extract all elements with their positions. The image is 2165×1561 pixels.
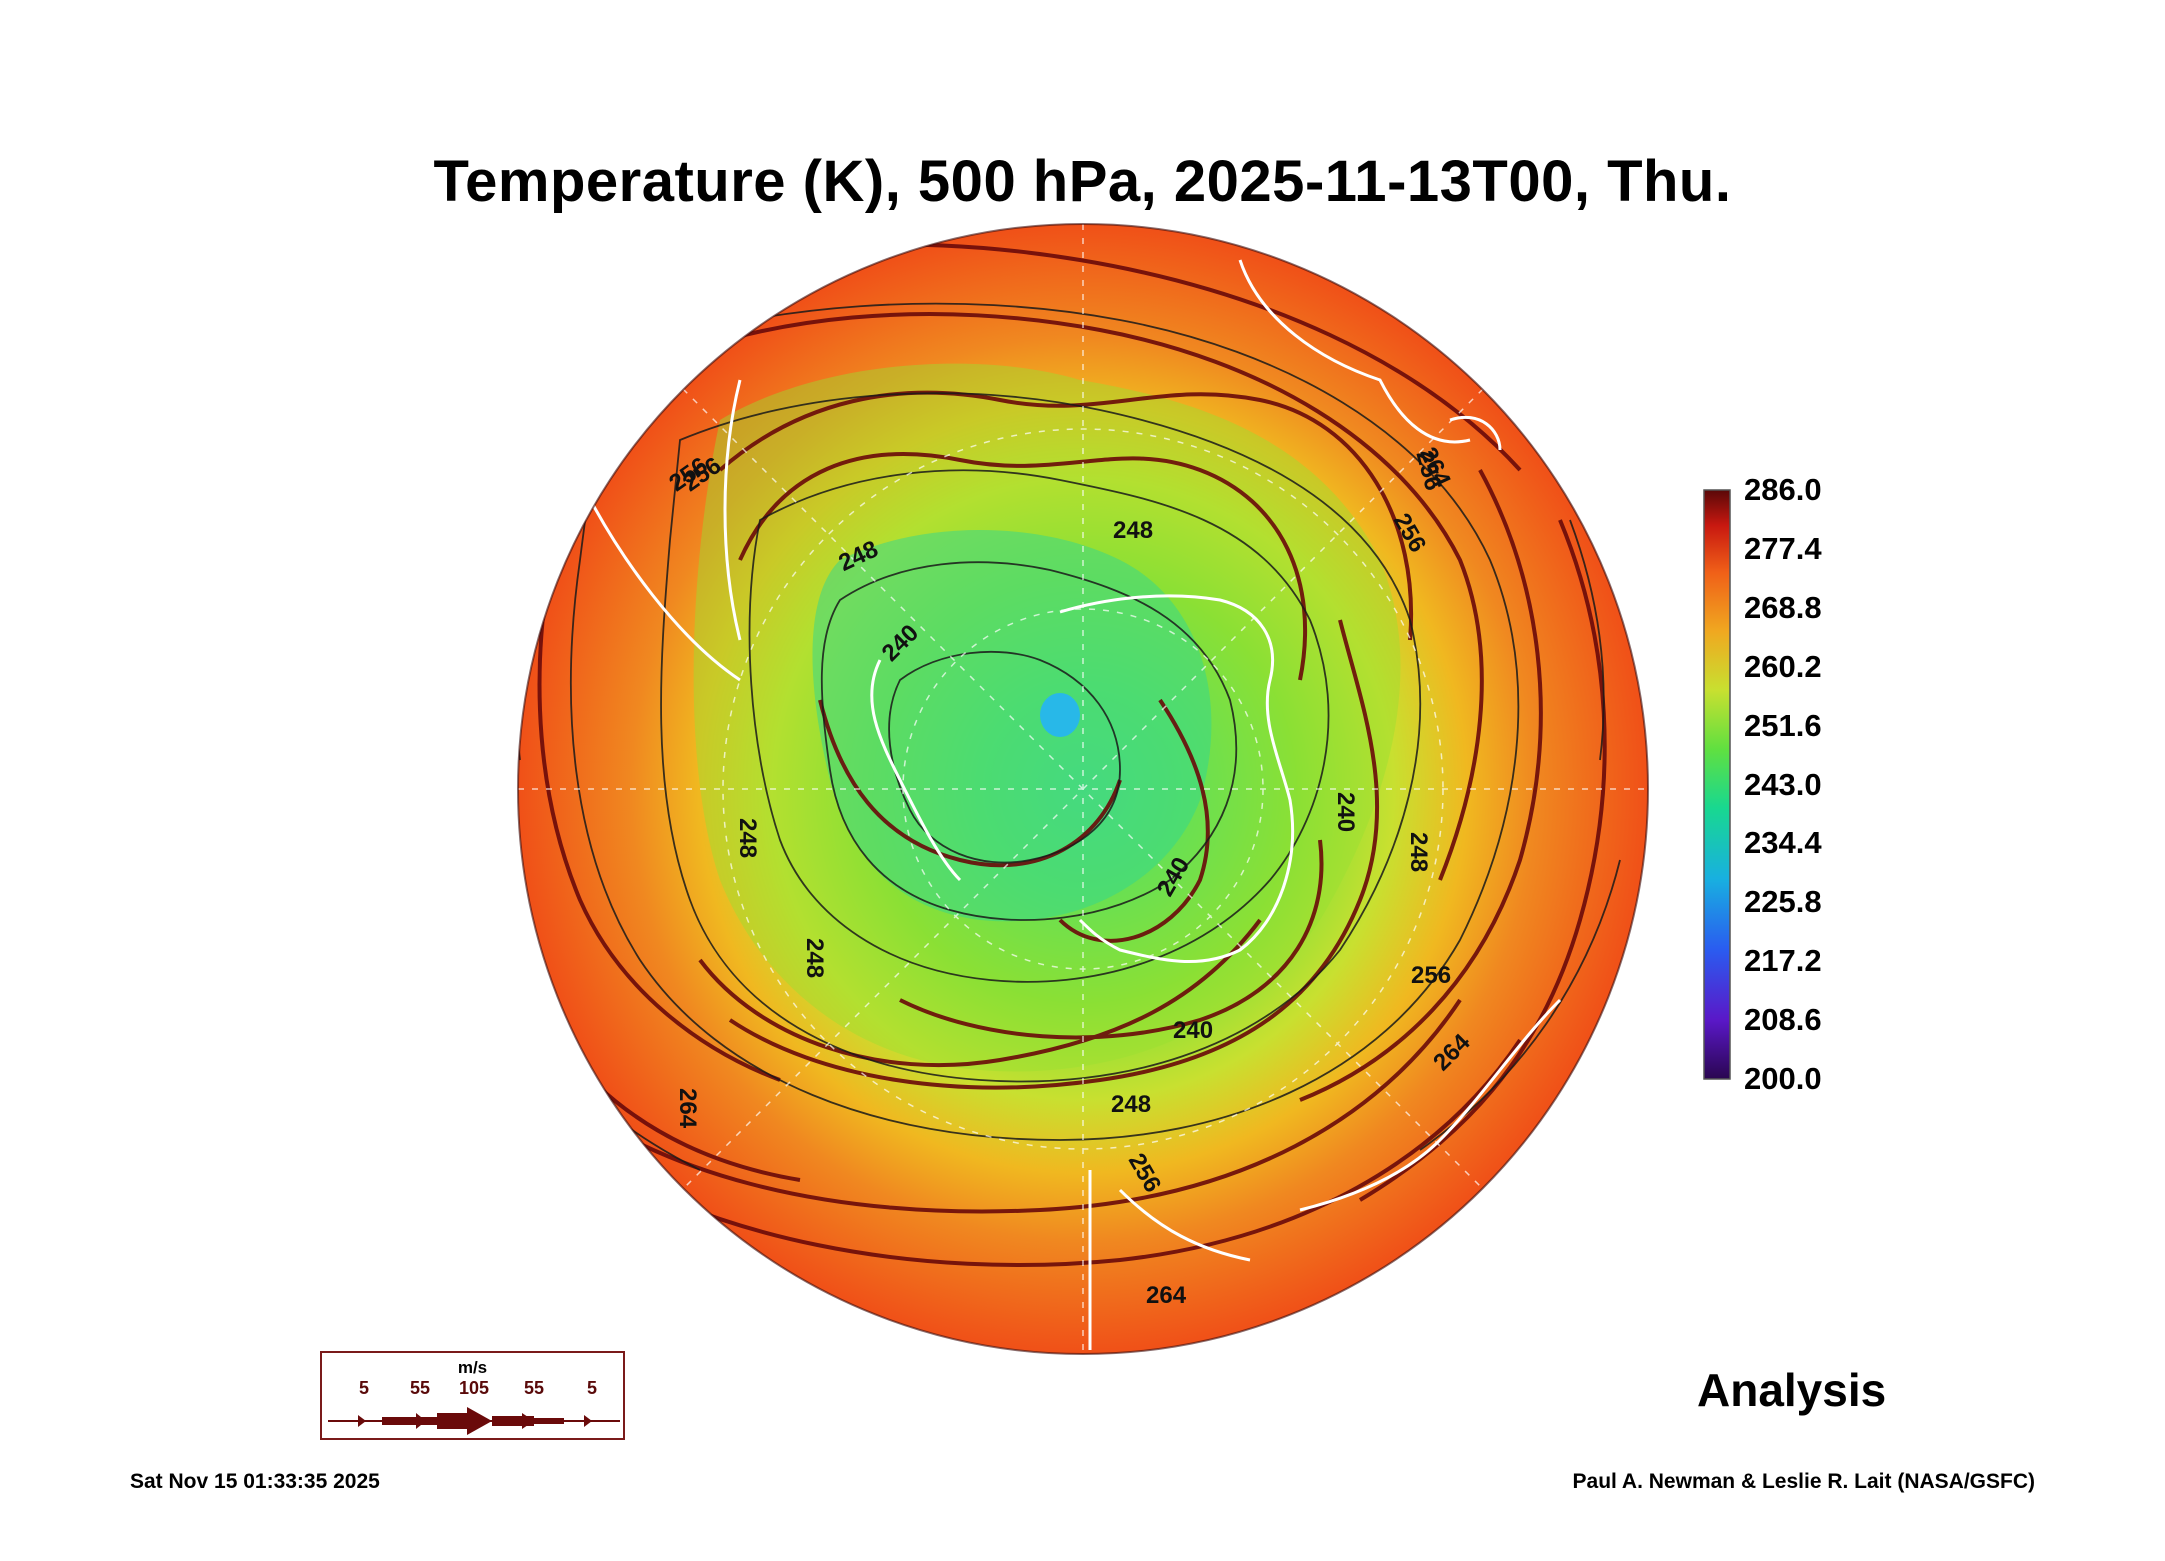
colorbar-label: 260.2 xyxy=(1744,648,1822,684)
colorbar-label: 208.6 xyxy=(1744,1002,1822,1038)
wind-speed-legend: m/s 5 55 105 55 5 xyxy=(320,1351,625,1440)
map-overlays xyxy=(518,224,1648,1354)
colorbar-label: 251.6 xyxy=(1744,707,1822,743)
legend-speed: 55 xyxy=(523,1378,545,1398)
colorbar xyxy=(1703,489,1731,1080)
colorbar-label: 225.8 xyxy=(1744,884,1822,920)
colorbar-label: 243.0 xyxy=(1744,766,1822,802)
contour-label: 264 xyxy=(674,1088,701,1129)
contour-label: 248 xyxy=(801,938,828,978)
analysis-label: Analysis xyxy=(1697,1364,1887,1416)
colorbar-label: 217.2 xyxy=(1744,943,1822,979)
colorbar-label: 277.4 xyxy=(1744,530,1822,566)
legend-unit: m/s xyxy=(457,1358,488,1377)
legend-speed: 55 xyxy=(409,1378,431,1398)
contour-label: 240 xyxy=(1173,1017,1213,1044)
chart-title: Temperature (K), 500 hPa, 2025-11-13T00,… xyxy=(433,149,1732,214)
legend-speed: 105 xyxy=(458,1378,490,1398)
legend-speed: 5 xyxy=(358,1378,370,1398)
contour-label: 264 xyxy=(1146,1282,1187,1309)
contour-label: 256 xyxy=(1411,962,1451,989)
legend-arrow-icon xyxy=(328,1407,620,1435)
colorbar-label: 200.0 xyxy=(1744,1061,1822,1096)
colorbar-label: 286.0 xyxy=(1744,472,1822,507)
timestamp: Sat Nov 15 01:33:35 2025 xyxy=(130,1470,380,1493)
credit: Paul A. Newman & Leslie R. Lait (NASA/GS… xyxy=(1572,1470,2035,1493)
contour-label: 248 xyxy=(1405,832,1432,872)
legend-speed: 5 xyxy=(586,1378,598,1398)
contour-label: 240 xyxy=(1332,792,1359,832)
wind-streamlines xyxy=(518,242,1607,1267)
contour-label: 248 xyxy=(734,818,761,858)
contour-label: 248 xyxy=(1111,1091,1151,1118)
colorbar-label: 268.8 xyxy=(1744,589,1822,625)
coastlines xyxy=(578,259,1562,1350)
contour-label: 248 xyxy=(1113,517,1153,544)
graticule xyxy=(518,224,1648,1354)
colorbar-label: 234.4 xyxy=(1744,825,1822,861)
